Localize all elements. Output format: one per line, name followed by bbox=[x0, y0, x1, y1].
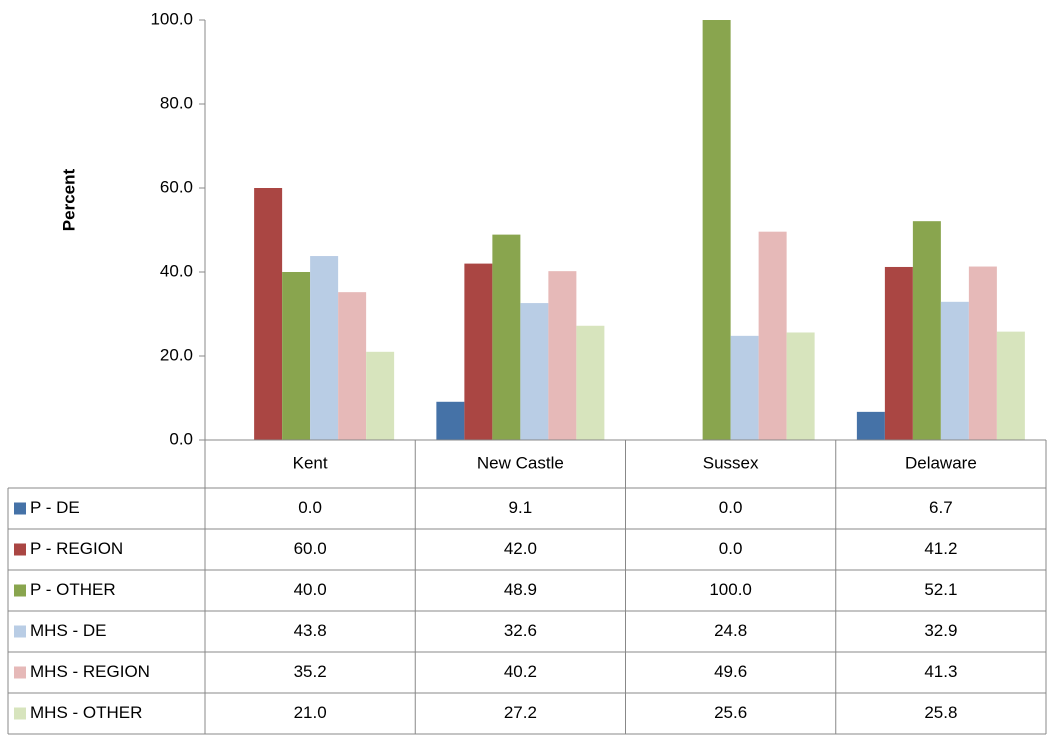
legend-swatch bbox=[14, 707, 26, 720]
bar bbox=[786, 332, 815, 440]
table-value: 48.9 bbox=[504, 580, 537, 599]
x-tick-label: Kent bbox=[293, 453, 328, 472]
table-value: 40.2 bbox=[504, 662, 537, 681]
bar bbox=[912, 221, 941, 440]
table-value: 0.0 bbox=[719, 539, 743, 558]
legend-label: MHS - DE bbox=[30, 621, 107, 640]
table-value: 21.0 bbox=[294, 703, 327, 722]
y-tick-label: 0.0 bbox=[169, 429, 193, 448]
y-tick-label: 20.0 bbox=[160, 345, 193, 364]
bar bbox=[254, 188, 283, 440]
table-value: 27.2 bbox=[504, 703, 537, 722]
bar bbox=[856, 411, 885, 440]
bar bbox=[366, 351, 395, 440]
table-value: 49.6 bbox=[714, 662, 747, 681]
bar bbox=[576, 325, 605, 440]
bar bbox=[758, 231, 787, 440]
legend-label: MHS - REGION bbox=[30, 662, 150, 681]
y-tick-label: 80.0 bbox=[160, 93, 193, 112]
y-tick-label: 40.0 bbox=[160, 261, 193, 280]
table-value: 60.0 bbox=[294, 539, 327, 558]
legend-swatch bbox=[14, 543, 26, 556]
table-value: 52.1 bbox=[924, 580, 957, 599]
legend-swatch bbox=[14, 625, 26, 638]
table-value: 6.7 bbox=[929, 498, 953, 517]
table-value: 0.0 bbox=[719, 498, 743, 517]
legend-label: P - OTHER bbox=[30, 580, 116, 599]
bar bbox=[310, 256, 339, 440]
table-value: 41.2 bbox=[924, 539, 957, 558]
bar bbox=[884, 266, 913, 440]
bar bbox=[996, 331, 1025, 440]
table-value: 32.6 bbox=[504, 621, 537, 640]
table-value: 25.8 bbox=[924, 703, 957, 722]
bar bbox=[702, 20, 731, 440]
table-value: 43.8 bbox=[294, 621, 327, 640]
legend-label: P - DE bbox=[30, 498, 80, 517]
bar bbox=[436, 401, 465, 440]
table-value: 41.3 bbox=[924, 662, 957, 681]
bar bbox=[464, 263, 493, 440]
table-value: 32.9 bbox=[924, 621, 957, 640]
y-tick-label: 100.0 bbox=[150, 9, 193, 28]
legend-label: P - REGION bbox=[30, 539, 123, 558]
bar bbox=[520, 303, 549, 440]
y-tick-label: 60.0 bbox=[160, 177, 193, 196]
y-axis-label: Percent bbox=[59, 168, 78, 231]
legend-swatch bbox=[14, 502, 26, 515]
table-value: 24.8 bbox=[714, 621, 747, 640]
table-value: 35.2 bbox=[294, 662, 327, 681]
legend-swatch bbox=[14, 666, 26, 679]
table-value: 42.0 bbox=[504, 539, 537, 558]
x-tick-label: Sussex bbox=[703, 453, 759, 472]
table-value: 9.1 bbox=[509, 498, 533, 517]
legend-swatch bbox=[14, 584, 26, 597]
x-tick-label: Delaware bbox=[905, 453, 977, 472]
table-value: 0.0 bbox=[298, 498, 322, 517]
bar bbox=[282, 272, 311, 440]
bar bbox=[338, 292, 367, 440]
bar bbox=[548, 271, 577, 440]
table-value: 100.0 bbox=[709, 580, 752, 599]
bar bbox=[940, 301, 969, 440]
table-value: 25.6 bbox=[714, 703, 747, 722]
bar bbox=[968, 266, 997, 440]
legend-label: MHS - OTHER bbox=[30, 703, 142, 722]
bar bbox=[730, 335, 759, 440]
bar bbox=[492, 234, 521, 440]
x-tick-label: New Castle bbox=[477, 453, 564, 472]
table-value: 40.0 bbox=[294, 580, 327, 599]
